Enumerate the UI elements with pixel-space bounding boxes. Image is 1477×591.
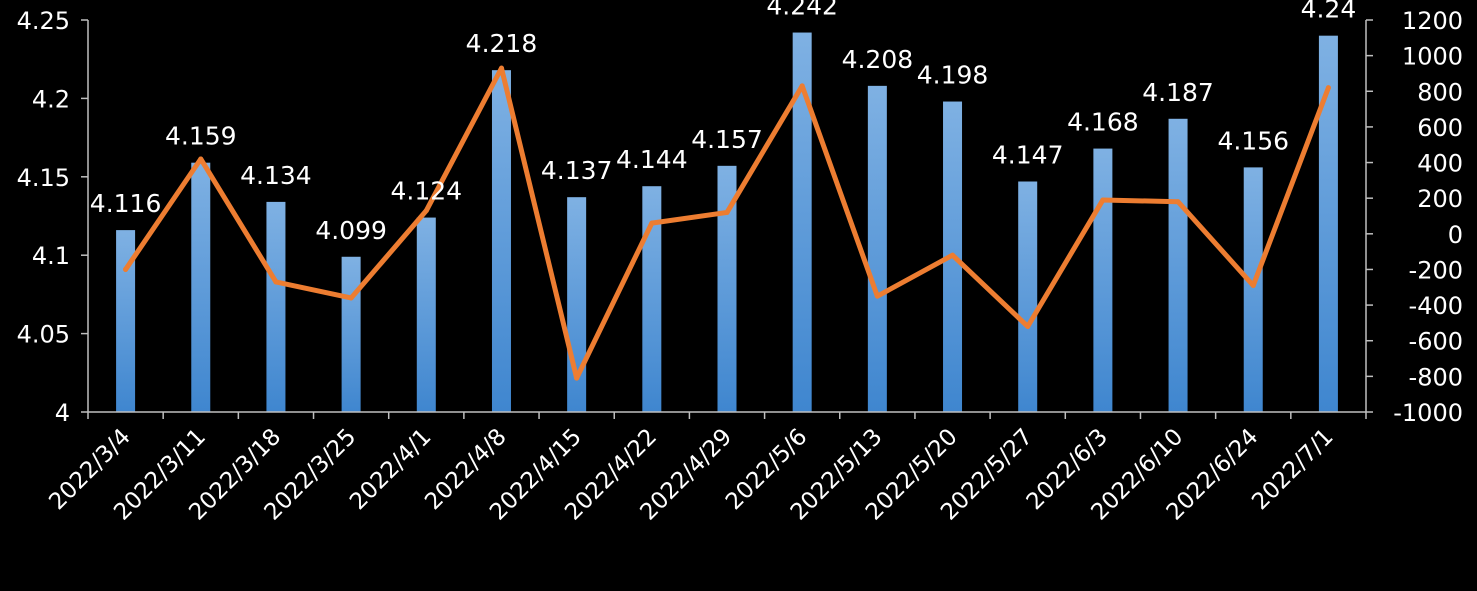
bar-data-label: 4.187 [1142,78,1214,107]
line-point [423,208,429,214]
bar-data-label: 4.24 [1301,0,1357,24]
bar-data-label: 4.116 [90,189,162,218]
bar [1243,167,1263,412]
x-tick-label: 2022/7/1 [1247,424,1338,515]
right-tick-label: -600 [1409,328,1463,356]
line-point [1325,85,1331,91]
bar [1018,181,1038,412]
right-axis-ticks: -1000 -800 -600 -400 -200 0 200 400 600 800 1000 12… [1366,7,1463,427]
bar-data-label: 4.208 [842,45,914,74]
bar-data-label: 4.218 [466,29,538,58]
left-tick-label: 4.2 [32,85,70,113]
line-point [273,279,279,285]
bar-data-label: 4.157 [691,125,763,154]
bar-data-label: 4.099 [315,216,387,245]
bar [867,85,887,412]
left-tick-label: 4 [55,399,70,427]
line-point [950,252,956,258]
right-tick-label: 0 [1448,221,1463,249]
right-tick-label: 600 [1417,114,1463,142]
line-point [123,266,129,272]
bar [116,230,136,412]
line-point [1175,199,1181,205]
right-tick-label: 1200 [1402,7,1463,35]
bar-data-label: 4.147 [992,141,1064,170]
bar-data-label: 4.124 [391,177,463,206]
line-point [498,65,504,71]
bar [642,186,662,412]
bar-data-label: 4.134 [240,161,312,190]
right-tick-label: 400 [1417,150,1463,178]
bar-data-label: 4.156 [1217,126,1289,155]
bar-data-label: 4.198 [917,61,989,90]
bar [1093,148,1113,413]
line-point [799,83,805,89]
left-tick-label: 4.25 [17,7,70,35]
bar [191,162,211,412]
right-tick-label: 1000 [1402,43,1463,71]
left-tick-label: 4.15 [17,164,70,192]
line-point [1250,282,1256,288]
bar [717,165,737,412]
line-point [874,293,880,299]
right-tick-label: -800 [1409,363,1463,391]
line-point [348,295,354,301]
x-tick-label: 2022/4/1 [345,424,436,515]
right-tick-label: -400 [1409,292,1463,320]
bar [341,256,361,412]
bar [491,70,511,413]
right-tick-label: -1000 [1393,399,1463,427]
axes [87,20,1367,413]
right-tick-label: 800 [1417,78,1463,106]
line-point [649,220,655,226]
left-tick-label: 4.05 [17,321,70,349]
bar [266,201,286,412]
left-axis-ticks: 4 4.05 4.1 4.15 4.2 4.25 [17,7,88,427]
bar-data-label: 4.242 [766,0,838,21]
bar [1318,35,1338,413]
bar [416,217,436,412]
right-tick-label: -200 [1409,256,1463,284]
right-tick-label: 200 [1417,185,1463,213]
left-tick-label: 4.1 [32,242,70,270]
line-point [1100,197,1106,203]
line-point [574,375,580,381]
line-point [198,156,204,162]
line-point [724,209,730,215]
line-series [123,65,1331,381]
bar [792,32,812,412]
x-axis-ticks: 2022/3/42022/3/112022/3/182022/3/252022/… [44,412,1367,526]
bar-data-label: 4.144 [616,145,688,174]
bar-data-label: 4.137 [541,156,613,185]
bar-data-label: 4.159 [165,122,237,151]
line-point [1025,323,1031,329]
bar [1168,118,1188,412]
bar-data-label: 4.168 [1067,108,1139,137]
